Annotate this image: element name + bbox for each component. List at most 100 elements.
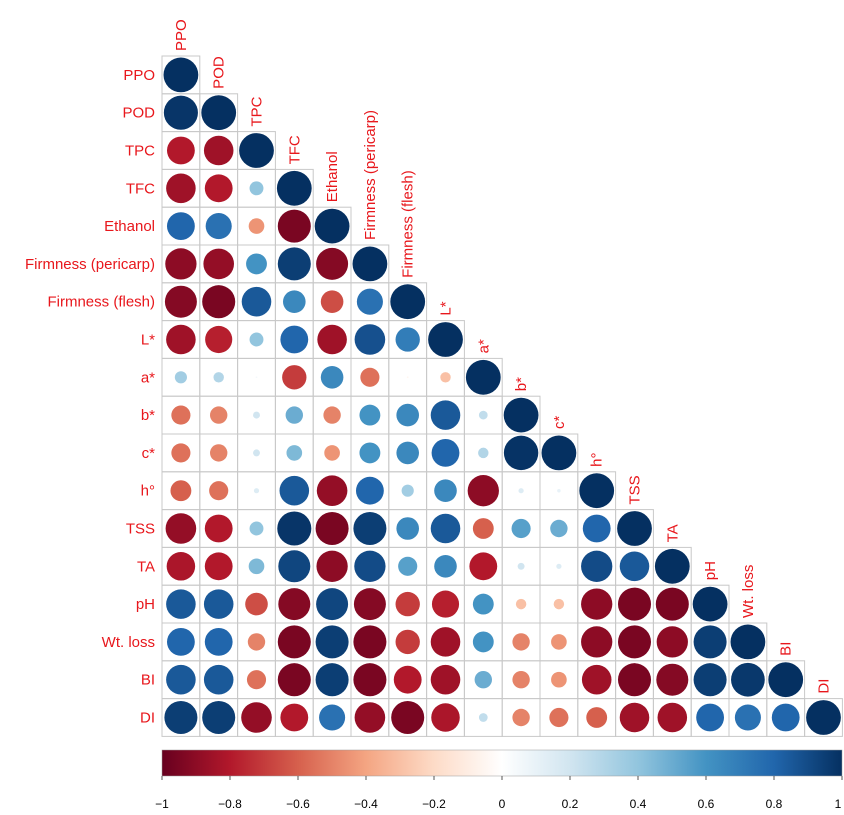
corr-circle — [324, 445, 340, 461]
corr-circle — [245, 592, 268, 616]
column-label: L* — [438, 301, 455, 315]
corr-circle — [557, 488, 561, 493]
corr-circle — [316, 588, 349, 621]
corr-circle — [654, 548, 690, 584]
corr-circle — [246, 670, 267, 690]
colorbar-tick-label: −0.4 — [354, 797, 378, 811]
corr-circle — [551, 671, 567, 688]
column-label: h° — [589, 452, 606, 466]
corr-circle — [241, 286, 272, 317]
corr-circle — [656, 626, 688, 658]
corr-circle — [320, 365, 344, 389]
corr-circle — [512, 633, 530, 651]
corr-circle — [617, 663, 652, 697]
column-label: c* — [551, 416, 568, 430]
corr-circle — [393, 665, 422, 694]
column-label: a* — [475, 339, 492, 353]
corr-circle — [255, 376, 258, 379]
corr-circle — [166, 627, 195, 656]
row-label: Wt. loss — [102, 634, 155, 651]
corr-circle — [249, 521, 264, 536]
corr-circle — [166, 173, 196, 204]
corr-circle — [693, 625, 727, 659]
corr-circle — [406, 376, 409, 379]
corr-circle — [353, 663, 387, 697]
corr-circle — [617, 587, 652, 621]
corr-circle — [278, 588, 311, 621]
corr-circle — [549, 707, 569, 728]
corr-circle — [478, 447, 489, 459]
corr-circle — [320, 290, 344, 314]
column-label: pH — [702, 561, 719, 580]
corr-circle — [166, 552, 196, 581]
corr-circle — [210, 406, 228, 424]
corr-circle — [317, 324, 347, 355]
row-label: h° — [141, 483, 155, 500]
column-label: Ethanol — [324, 151, 341, 202]
corr-circle — [434, 554, 457, 578]
column-label: TPC — [249, 96, 266, 126]
corr-circle — [204, 627, 233, 656]
corr-circle — [239, 133, 274, 168]
row-label: Firmness (pericarp) — [25, 256, 155, 273]
corr-circle — [806, 700, 841, 735]
corr-circle — [359, 442, 381, 464]
column-label: TA — [664, 524, 681, 542]
corr-circle — [246, 253, 267, 275]
row-label: DI — [140, 710, 155, 727]
corr-circle — [434, 479, 457, 503]
colorbar-tick-label: 1 — [835, 797, 842, 811]
colorbar — [161, 749, 843, 777]
row-label: TA — [137, 558, 155, 575]
corr-circle — [472, 631, 494, 653]
corr-circle — [390, 284, 426, 320]
corr-circle — [465, 359, 501, 395]
corr-circle — [517, 562, 525, 570]
corr-circle — [247, 633, 266, 651]
corr-circle — [582, 514, 611, 543]
colorbar-tick-label: 0 — [499, 797, 506, 811]
corr-circle — [166, 136, 195, 165]
corr-circle — [440, 372, 451, 383]
corr-circle — [164, 700, 198, 735]
corr-circle — [213, 372, 224, 383]
corr-circle — [354, 702, 386, 733]
corr-circle — [355, 476, 384, 505]
corr-circle — [203, 589, 234, 619]
corr-circle — [203, 135, 234, 166]
corr-circle — [286, 445, 303, 461]
corr-circle — [170, 480, 192, 502]
corr-circle — [205, 325, 233, 354]
corr-circle — [472, 518, 494, 539]
cell — [804, 698, 843, 737]
corr-circle — [278, 550, 311, 583]
corr-circle — [353, 588, 386, 621]
corr-circle — [315, 511, 349, 546]
corr-circle — [171, 443, 191, 463]
corr-circle — [315, 663, 349, 697]
corr-circle — [248, 558, 265, 575]
corr-circle — [730, 624, 766, 660]
corr-circle — [518, 488, 524, 494]
corr-circle — [511, 518, 531, 539]
corr-circle — [617, 625, 652, 659]
row-label: Firmness (flesh) — [47, 294, 155, 311]
colorbar-tick-label: 0.6 — [698, 797, 715, 811]
column-label: Wt. loss — [740, 565, 757, 618]
corr-circle — [354, 324, 386, 355]
corr-circle — [316, 247, 349, 280]
corr-circle — [431, 703, 460, 732]
row-label: b* — [141, 407, 155, 424]
corr-circle — [541, 435, 577, 471]
corr-circle — [209, 481, 229, 501]
corr-circle — [359, 404, 381, 426]
corr-circle — [282, 290, 306, 314]
column-label: Firmness (pericarp) — [362, 110, 379, 240]
row-label: POD — [122, 105, 155, 122]
corr-circle — [210, 444, 228, 462]
corr-circle — [503, 435, 539, 471]
corr-circle — [696, 703, 725, 732]
column-label: DI — [816, 679, 833, 694]
corr-circle — [512, 671, 530, 689]
